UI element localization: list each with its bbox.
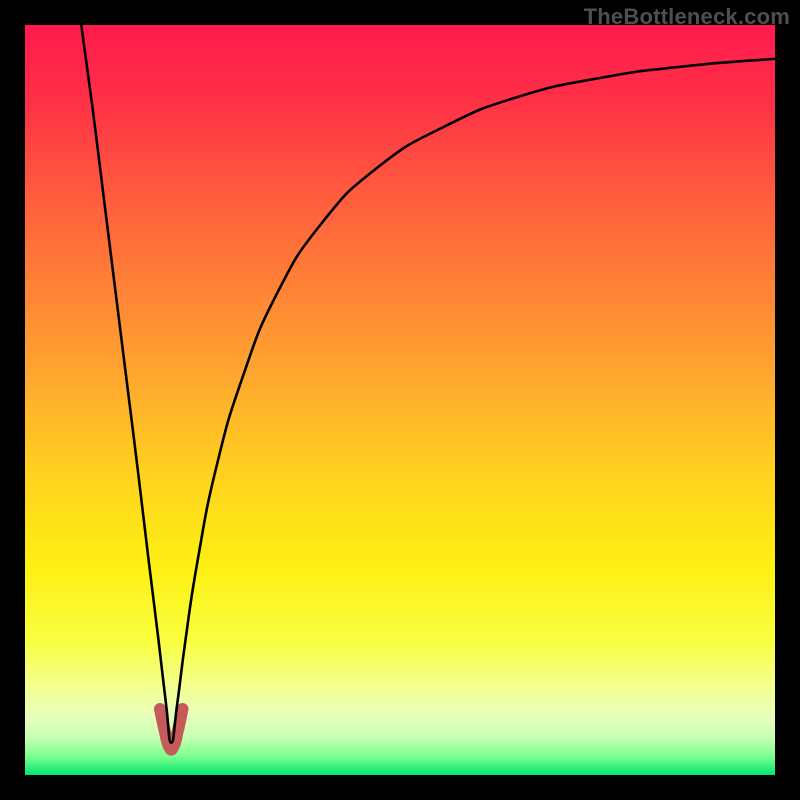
chart-frame: TheBottleneck.com [0, 0, 800, 800]
curve-layer [25, 25, 775, 775]
watermark-text: TheBottleneck.com [584, 4, 790, 30]
bottleneck-curve [81, 25, 775, 743]
plot-area [25, 25, 775, 775]
